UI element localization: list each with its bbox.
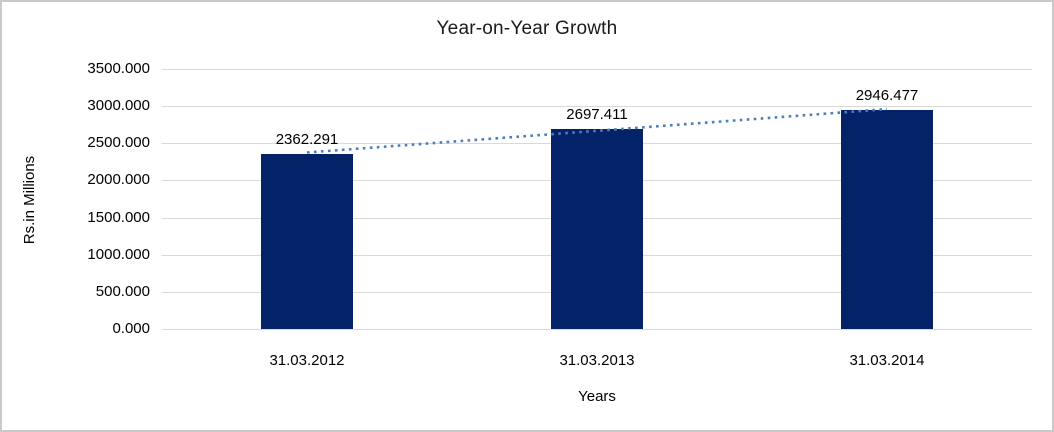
y-axis-tick-label: 1000.000 (87, 245, 150, 263)
x-axis-tick-label: 31.03.2014 (849, 352, 925, 369)
gridline (162, 329, 1032, 330)
bar-31.03.2013 (551, 129, 643, 329)
y-axis-tick-label: 2500.000 (87, 134, 150, 152)
y-axis-tick-label: 3500.000 (87, 60, 150, 77)
y-axis-tick-label: 0.000 (112, 320, 150, 337)
trendline (306, 107, 888, 154)
plot-area: 2362.291 2697.411 2946.477 (162, 69, 1032, 330)
y-axis-tick-label: 3000.000 (87, 97, 150, 115)
bar-31.03.2012 (261, 154, 353, 329)
data-label: 2697.411 (566, 106, 628, 123)
data-label: 2362.291 (275, 131, 339, 148)
gridline (162, 69, 1032, 70)
y-axis-tick-label: 500.000 (95, 282, 150, 300)
y-axis-tick-label: 1500.000 (87, 208, 150, 226)
y-axis-tick-label: 2000.000 (87, 171, 150, 189)
gridline (162, 106, 1032, 107)
x-axis-tick-label: 31.03.2012 (269, 352, 345, 369)
x-axis-tick-label: 31.03.2013 (559, 352, 635, 369)
chart-title: Year-on-Year Growth (436, 18, 618, 39)
data-label: 2946.477 (855, 87, 919, 104)
bar-31.03.2014 (841, 110, 933, 329)
x-axis-title: Years (578, 388, 616, 405)
y-axis-title: Rs.in Millions (21, 155, 38, 245)
